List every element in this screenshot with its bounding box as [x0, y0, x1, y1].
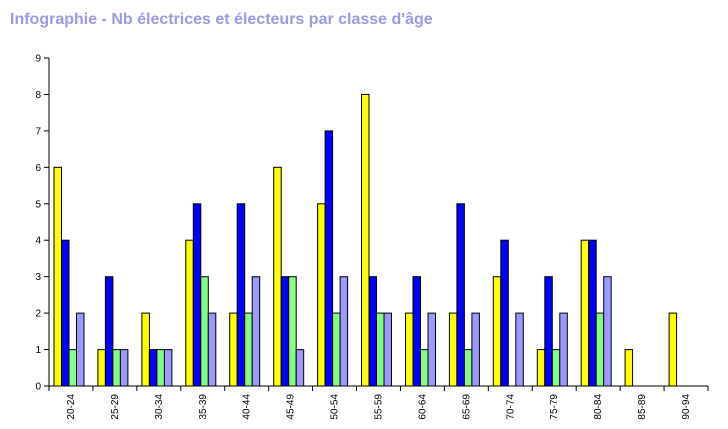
bar-45-49-series-4: [295, 349, 305, 387]
bar-25-29-series-4: [119, 349, 129, 387]
bar-75-79-series-3: [551, 349, 561, 387]
bar-45-49-series-2: [280, 276, 290, 387]
y-tick-label: 5: [35, 199, 41, 210]
bar-65-69-series-4: [471, 312, 480, 387]
bar-80-84-series-4: [603, 276, 612, 387]
bar-20-24-series-4: [76, 312, 85, 387]
y-tick-label: 4: [35, 236, 41, 247]
bar-55-59-series-4: [383, 312, 392, 387]
x-tick-label: 50-54: [330, 394, 341, 420]
x-tick-label: 85-89: [637, 394, 648, 420]
bar-60-64-series-3: [420, 349, 429, 387]
x-tick-label: 75-79: [549, 394, 560, 420]
bar-25-29-series-3: [112, 349, 121, 387]
bar-80-84-series-3: [595, 312, 605, 387]
y-tick-label: 3: [35, 272, 41, 283]
bar-60-64-series-1: [405, 312, 414, 387]
bar-75-79-series-2: [544, 276, 553, 387]
x-tick-label: 60-64: [417, 394, 428, 420]
y-tick-label: 0: [35, 382, 41, 393]
x-tick-label: 40-44: [242, 394, 253, 420]
bar-50-54-series-1: [317, 203, 326, 387]
bar-60-64-series-4: [427, 312, 436, 387]
bar-65-69-series-2: [456, 203, 465, 387]
x-tick-label: 55-59: [374, 394, 385, 420]
bar-20-24-series-2: [61, 239, 70, 387]
y-tick-label: 1: [35, 345, 41, 356]
bar-55-59-series-2: [368, 276, 377, 387]
bar-65-69-series-1: [448, 312, 458, 387]
x-tick-label: 80-84: [593, 394, 604, 420]
x-tick-label: 45-49: [286, 394, 297, 420]
bar-50-54-series-4: [339, 276, 349, 387]
bar-55-59-series-3: [376, 312, 385, 387]
bar-30-34-series-3: [156, 349, 165, 387]
bar-40-44-series-4: [251, 276, 261, 387]
x-tick-label: 30-34: [154, 394, 165, 420]
chart-title: Infographie - Nb électrices et électeurs…: [10, 11, 433, 28]
bar-40-44-series-1: [229, 312, 238, 387]
bar-50-54-series-3: [332, 312, 341, 387]
bar-35-39-series-1: [185, 239, 194, 387]
bar-45-49-series-1: [273, 166, 282, 387]
bar-20-24-series-3: [68, 349, 77, 387]
bar-35-39-series-4: [207, 312, 217, 387]
x-tick-label: 65-69: [461, 394, 472, 420]
bar-80-84-series-2: [588, 239, 597, 387]
x-tick-label: 70-74: [505, 394, 516, 420]
bar-65-69-series-3: [463, 349, 473, 387]
y-tick-label: 7: [35, 126, 41, 137]
x-tick-label: 90-94: [681, 394, 692, 420]
bar-45-49-series-3: [288, 276, 297, 387]
bar-55-59-series-1: [361, 93, 370, 387]
x-tick-label: 35-39: [198, 394, 209, 420]
y-axis: 0 1 2 3 4 5 6 7 8 9: [35, 54, 50, 393]
bar-90-94-series-1: [668, 312, 678, 387]
x-tick-label: 20-24: [66, 394, 77, 420]
bar-80-84-series-1: [580, 239, 590, 387]
bar-35-39-series-2: [192, 203, 202, 387]
bar-40-44-series-3: [244, 312, 253, 387]
bar-20-24-series-1: [53, 166, 62, 387]
bar-30-34-series-4: [163, 349, 173, 387]
bar-75-79-series-1: [536, 349, 546, 387]
y-tick-label: 6: [35, 163, 41, 174]
bar-85-89-series-1: [624, 349, 634, 387]
bar-70-74-series-4: [515, 312, 524, 387]
x-tick-label: 25-29: [110, 394, 121, 420]
x-axis: 20-24 25-29 30-34 35-39 40-44 45-49 50-54 55-59…: [48, 385, 709, 420]
bar-50-54-series-2: [324, 130, 334, 387]
y-tick-label: 9: [35, 54, 41, 65]
bar-75-79-series-4: [559, 312, 568, 387]
bar-25-29-series-1: [97, 349, 106, 387]
y-tick-label: 2: [35, 309, 41, 320]
bar-30-34-series-1: [141, 312, 150, 387]
plot-area: [53, 93, 678, 387]
bar-40-44-series-2: [236, 203, 246, 387]
bar-60-64-series-2: [412, 276, 421, 387]
bar-70-74-series-1: [492, 276, 502, 387]
bar-35-39-series-3: [200, 276, 209, 387]
y-tick-label: 8: [35, 90, 41, 101]
bar-25-29-series-2: [104, 276, 114, 387]
bar-30-34-series-2: [148, 349, 158, 387]
bar-70-74-series-2: [500, 239, 509, 387]
